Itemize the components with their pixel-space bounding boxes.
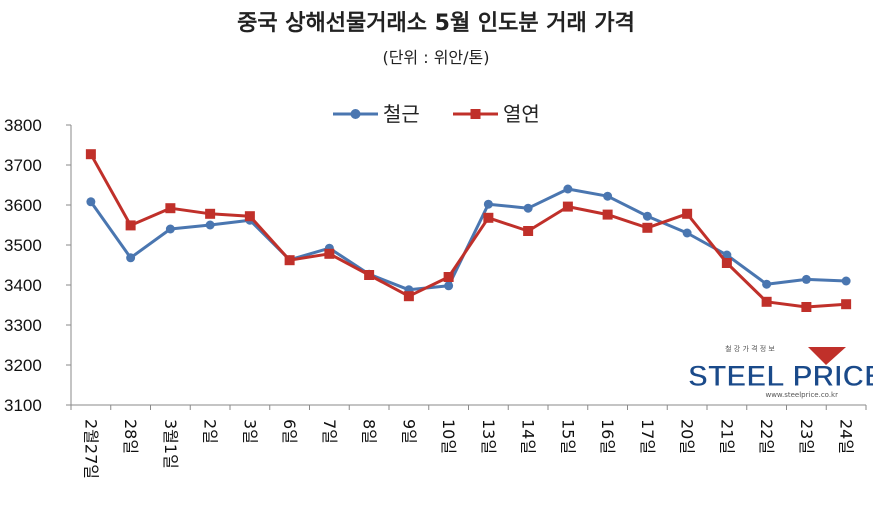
logo-tagline: 철 강 가 격 정 보: [725, 344, 775, 353]
x-tick-label: 2월27일: [81, 419, 100, 479]
data-point: [523, 203, 533, 213]
x-tick-label: 3월1일: [161, 419, 180, 469]
data-point: [165, 224, 175, 234]
x-tick-label: 16일: [598, 419, 617, 454]
data-point: [205, 220, 215, 230]
y-tick-label: 3700: [4, 156, 42, 175]
logo-url: www.steelprice.co.kr: [765, 391, 838, 399]
axes: 3100 3200 3300 3400 3500 3600 3700 3800 2월27일 28일…: [4, 116, 867, 479]
data-point: [642, 211, 652, 221]
data-point: [324, 248, 335, 259]
y-tick-label: 3100: [4, 396, 42, 415]
x-tick-label: 21일: [717, 419, 736, 454]
y-tick-label: 3500: [4, 236, 42, 255]
data-point: [762, 279, 772, 289]
data-point: [523, 226, 534, 236]
data-point: [483, 212, 494, 223]
data-point: [563, 184, 573, 194]
x-tick-label: 3일: [240, 419, 259, 444]
data-point: [722, 250, 732, 260]
data-point: [562, 201, 573, 212]
chart-title: 중국 상해선물거래소 5월 인도분 거래 가격: [237, 11, 635, 36]
series-line-2: [89, 153, 847, 309]
data-point: [126, 253, 136, 263]
logo-wordmark: STEEL PRICE: [688, 360, 873, 393]
x-tick-label: 9일: [399, 419, 418, 444]
data-point: [483, 199, 493, 209]
data-point: [841, 276, 851, 286]
x-tick-label: 10일: [439, 419, 458, 454]
data-point: [761, 296, 772, 307]
x-tick-label: 15일: [558, 419, 577, 454]
data-point: [86, 197, 96, 207]
data-point: [603, 191, 613, 201]
x-tick-label: 2일: [201, 419, 220, 444]
y-tick-label: 3400: [4, 276, 42, 295]
x-tick-label: 22일: [757, 419, 776, 454]
data-point: [602, 209, 613, 220]
logo-flag-mark: [808, 347, 846, 365]
data-point: [682, 228, 692, 238]
legend-label: 철근: [383, 102, 420, 126]
data-point: [721, 258, 732, 268]
legend-marker: [350, 109, 361, 119]
data-point: [403, 291, 414, 302]
data-point: [244, 211, 255, 222]
data-point: [125, 220, 136, 231]
x-tick-label: 14일: [519, 419, 538, 454]
x-tick-label: 20일: [678, 419, 697, 454]
x-tick-label: 8일: [360, 419, 379, 444]
data-point: [841, 299, 852, 310]
x-tick-label: 7일: [320, 419, 339, 444]
chart-subtitle: (단위 : 위안/톤): [382, 48, 489, 67]
steel-price-logo: 철 강 가 격 정 보 STEEL PRICE www.steelprice.c…: [688, 344, 873, 399]
data-point: [205, 208, 216, 219]
x-tick-label: 24일: [837, 419, 856, 454]
data-point: [801, 302, 812, 312]
data-point: [801, 274, 811, 284]
legend-label: 열연: [503, 102, 540, 126]
y-tick-label: 3200: [4, 356, 42, 375]
series-line-1: [89, 187, 847, 292]
data-point: [364, 270, 375, 280]
data-point: [443, 272, 454, 282]
x-tick-label: 6일: [280, 419, 299, 444]
x-tick-label: 17일: [638, 419, 657, 454]
data-point: [165, 203, 176, 214]
data-point: [284, 255, 295, 266]
series-group: [85, 149, 852, 312]
data-point: [682, 208, 693, 219]
data-point: [85, 149, 96, 160]
x-tick-label: 28일: [121, 419, 140, 454]
y-tick-label: 3800: [4, 116, 42, 135]
y-tick-label: 3600: [4, 196, 42, 215]
legend-marker: [470, 109, 481, 119]
x-tick-label: 13일: [479, 419, 498, 454]
data-point: [642, 222, 653, 233]
legend: 철근 열연: [333, 102, 540, 126]
x-tick-label: 23일: [797, 419, 816, 454]
data-point: [444, 281, 454, 291]
y-tick-label: 3300: [4, 316, 42, 335]
